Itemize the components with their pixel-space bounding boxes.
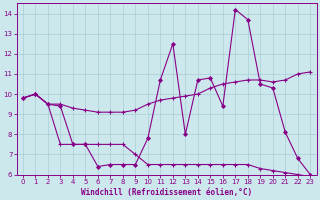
X-axis label: Windchill (Refroidissement éolien,°C): Windchill (Refroidissement éolien,°C) [81, 188, 252, 197]
